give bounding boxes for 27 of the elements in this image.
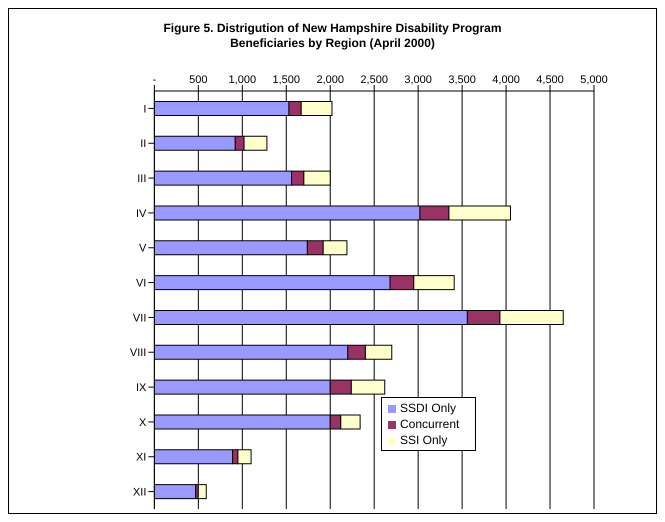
x-tick-label: 1,500	[272, 74, 300, 86]
y-tick-label: II	[140, 138, 146, 150]
y-tick-label: X	[139, 416, 148, 429]
y-tick-label: IV	[136, 208, 148, 220]
x-tick-label: 500	[189, 74, 208, 86]
y-tick-label: V	[139, 242, 148, 255]
legend-label: SSDI Only	[400, 401, 456, 415]
y-tick-label: XII	[132, 486, 146, 498]
y-tick-label: III	[137, 172, 146, 185]
y-tick-label: I	[143, 103, 146, 116]
x-tick-label: 1,000	[228, 74, 256, 86]
x-tick-label: 4,000	[492, 74, 520, 86]
x-tick-label: 2,000	[316, 74, 344, 86]
y-tick-label: VIII	[130, 347, 146, 360]
y-tick-label: VI	[136, 277, 146, 290]
chart-title: Figure 5. Distrigution of New Hampshire Disability Program Beneficiaries by Region (April 2000)	[162, 21, 502, 51]
x-tick-label: 2,500	[360, 74, 388, 86]
x-tick-label: 5,000	[580, 74, 608, 86]
x-tick-label: -	[152, 74, 157, 86]
legend-label: Concurrent	[400, 417, 460, 431]
y-tick-label: IX	[136, 382, 148, 394]
x-tick-label: 3,500	[448, 74, 476, 86]
x-tick-label: 4,500	[536, 74, 564, 86]
x-tick-label: 3,000	[404, 74, 432, 86]
y-tick-label: VII	[132, 312, 146, 324]
legend-label: SSI Only	[400, 433, 448, 447]
y-tick-label: XI	[136, 452, 146, 464]
